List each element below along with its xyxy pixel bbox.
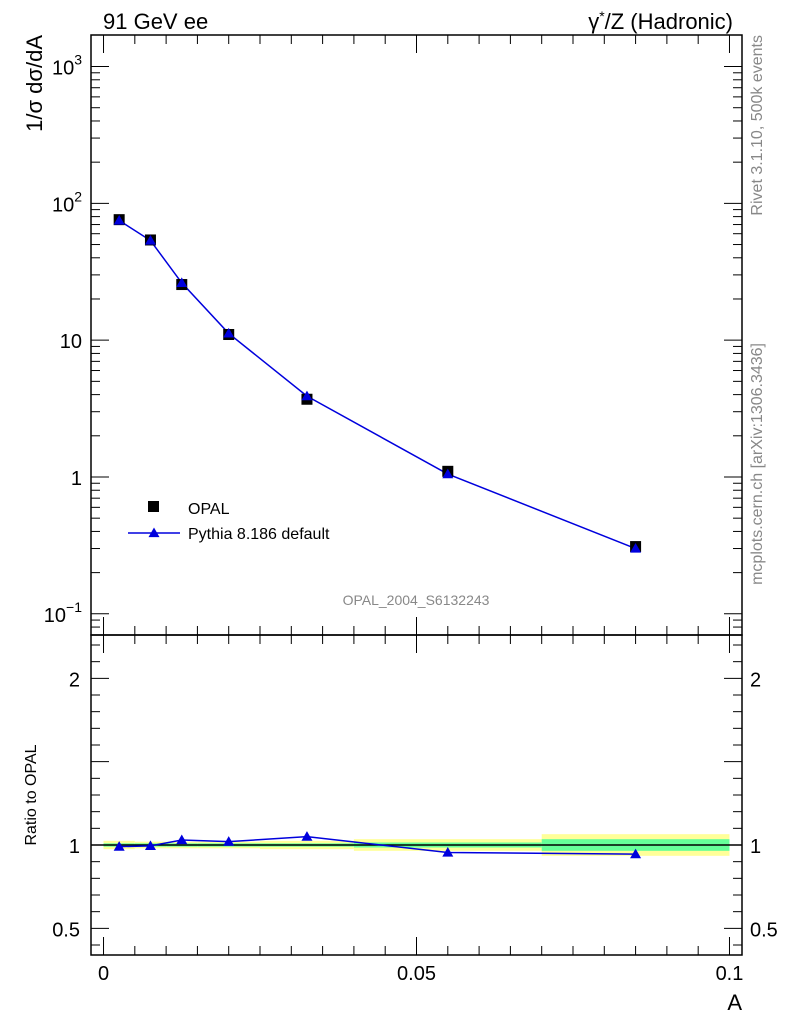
main-ytick-label-1: 1	[71, 468, 82, 490]
legend-opal-label: OPAL	[188, 501, 230, 518]
ratio-ytick-label-right-2: 2	[750, 669, 761, 691]
ratio-ytick-label-1: 1	[69, 836, 80, 858]
ratio-pythia-point-1	[144, 840, 156, 850]
legend-pythia-marker	[148, 527, 160, 538]
xtick-label-2: 0.1	[716, 963, 744, 985]
header-gamma: γ	[588, 9, 599, 34]
main-ytick-label-2: 10	[60, 331, 82, 353]
ratio-pythia-point-4	[301, 831, 313, 841]
x-axis-label: A	[727, 990, 742, 1015]
header-star: *	[599, 8, 605, 24]
main-plot-area	[113, 214, 642, 553]
legend: OPAL Pythia 8.186 default	[128, 501, 330, 543]
axes-frames: 10−1 1 10 102 103 0.5 0.5 1 1 2 2 0 0.05 0.1	[44, 34, 778, 985]
ratio-pythia-point-3	[223, 836, 235, 846]
main-ytick-label-0: 10−1	[44, 599, 82, 627]
pythia-point-5	[442, 468, 454, 479]
ratio-pythia-point-0	[113, 841, 125, 851]
main-ytick-label-4: 103	[52, 52, 82, 80]
pythia-point-1	[144, 235, 156, 245]
header-right-rest: /Z (Hadronic)	[605, 9, 733, 34]
analysis-watermark: OPAL_2004_S6132243	[343, 592, 490, 608]
ratio-plot-area	[91, 831, 742, 859]
ratio-pythia-point-2	[176, 834, 188, 845]
pythia-point-0	[113, 214, 125, 225]
pythia-point-4	[301, 390, 313, 401]
xtick-label-0: 0	[98, 963, 109, 985]
rivet-version-label: Rivet 3.1.10, 500k events	[749, 35, 766, 216]
main-ytick-label-3: 102	[52, 188, 82, 216]
pythia-point-6	[630, 543, 642, 553]
mcplots-label: mcplots.cern.ch [arXiv:1306.3436]	[749, 343, 766, 585]
pythia-point-3	[223, 327, 235, 338]
pythia-line	[118, 219, 636, 550]
ratio-ytick-label-right-1: 1	[750, 836, 761, 858]
ratio-pythia-point-6	[630, 848, 642, 859]
main-frame	[90, 34, 743, 636]
ratio-pythia-point-5	[442, 847, 454, 857]
ratio-frame	[90, 634, 743, 956]
header-right-title: γ*/Z (Hadronic)	[588, 8, 733, 34]
legend-opal-marker	[148, 501, 159, 512]
xtick-label-1: 0.05	[397, 963, 436, 985]
legend-pythia-label: Pythia 8.186 default	[188, 526, 330, 543]
ratio-ylabel: Ratio to OPAL	[23, 744, 40, 845]
main-ylabel: 1/σ dσ/dA	[22, 35, 47, 132]
ratio-ytick-label-0: 0.5	[52, 919, 80, 941]
header-left-title: 91 GeV ee	[103, 9, 208, 34]
ratio-ytick-label-right-0: 0.5	[750, 919, 778, 941]
ratio-ytick-label-2: 2	[69, 669, 80, 691]
pythia-point-2	[176, 277, 188, 288]
